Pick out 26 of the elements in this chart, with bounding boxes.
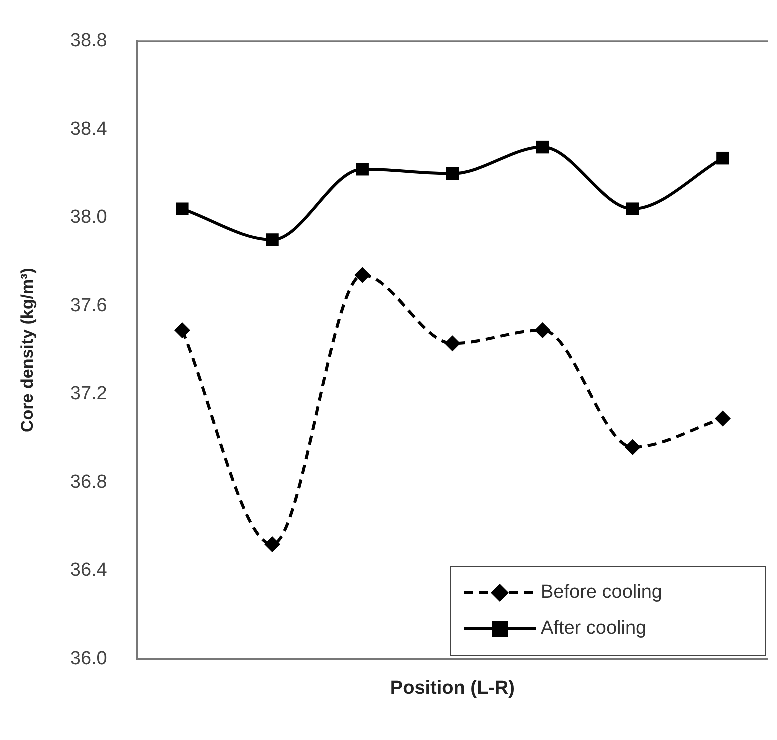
point	[354, 267, 371, 284]
point	[446, 167, 460, 180]
x-axis-title: Position (L-R)	[390, 678, 515, 699]
point	[174, 322, 190, 338]
y-tick-label: 38.4	[70, 118, 108, 140]
point	[714, 410, 731, 427]
point	[264, 536, 281, 552]
y-tick-label: 36.8	[70, 472, 108, 493]
y-tick-label: 37.6	[70, 295, 108, 316]
point	[266, 234, 279, 246]
point	[716, 152, 730, 165]
point	[176, 202, 189, 216]
y-tick-label: 37.2	[70, 384, 108, 405]
point	[536, 140, 550, 154]
legend-label: Before cooling	[541, 582, 662, 604]
y-tick-label: 38.8	[70, 30, 108, 52]
y-tick-label: 36.0	[70, 648, 108, 670]
point	[624, 439, 641, 456]
point	[534, 322, 551, 338]
legend-label: After cooling	[541, 618, 647, 640]
y-tick-label: 38.0	[70, 207, 108, 228]
point	[356, 163, 369, 176]
y-axis-title: Core density (kg/m³)	[18, 268, 37, 432]
point	[626, 202, 640, 216]
y-tick-label: 36.4	[70, 560, 108, 582]
point	[444, 336, 461, 352]
